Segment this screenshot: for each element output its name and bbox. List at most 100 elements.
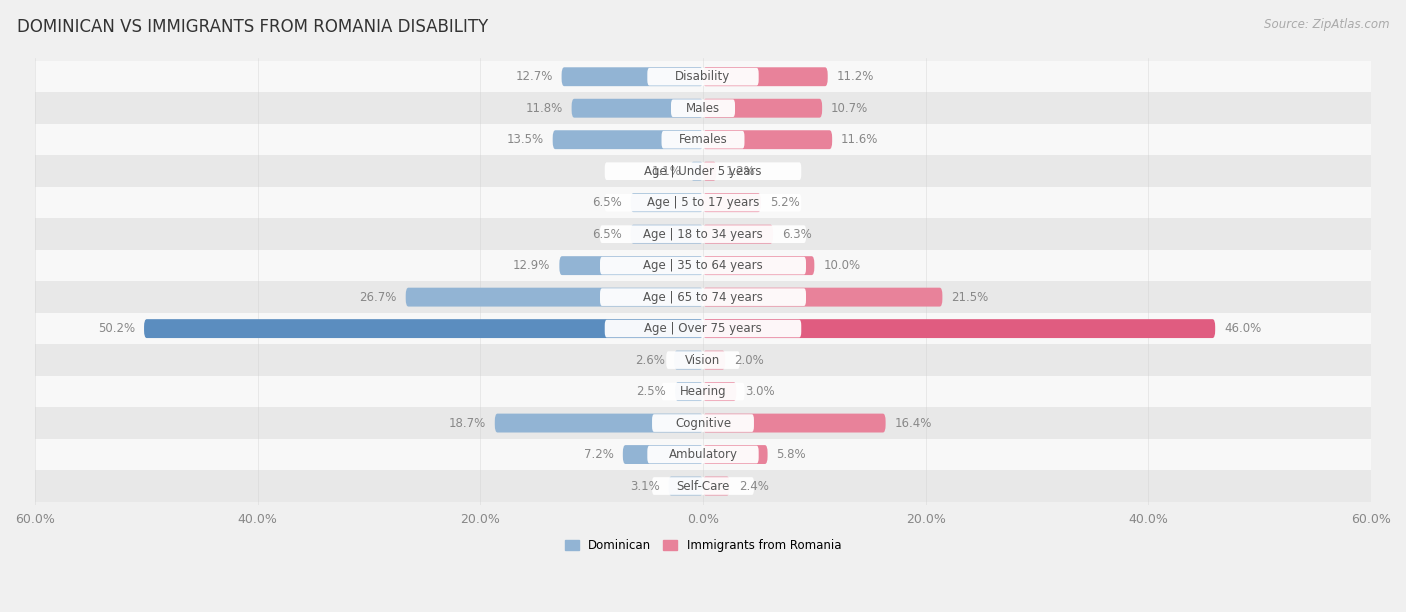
FancyBboxPatch shape xyxy=(703,130,832,149)
Text: 6.5%: 6.5% xyxy=(592,196,621,209)
FancyBboxPatch shape xyxy=(647,446,759,463)
FancyBboxPatch shape xyxy=(703,319,1215,338)
FancyBboxPatch shape xyxy=(143,319,703,338)
FancyBboxPatch shape xyxy=(703,162,717,181)
Bar xyxy=(0,313,1406,345)
Text: 1.2%: 1.2% xyxy=(725,165,755,177)
FancyBboxPatch shape xyxy=(605,320,801,337)
FancyBboxPatch shape xyxy=(673,351,703,370)
FancyBboxPatch shape xyxy=(495,414,703,433)
Bar xyxy=(0,470,1406,502)
Text: 5.8%: 5.8% xyxy=(776,448,806,461)
Text: Disability: Disability xyxy=(675,70,731,83)
FancyBboxPatch shape xyxy=(703,99,823,118)
Bar xyxy=(0,439,1406,470)
FancyBboxPatch shape xyxy=(703,288,942,307)
Text: Ambulatory: Ambulatory xyxy=(668,448,738,461)
Text: 13.5%: 13.5% xyxy=(506,133,544,146)
FancyBboxPatch shape xyxy=(561,67,703,86)
Bar xyxy=(0,250,1406,282)
Text: 2.5%: 2.5% xyxy=(637,385,666,398)
FancyBboxPatch shape xyxy=(605,162,801,180)
FancyBboxPatch shape xyxy=(703,193,761,212)
FancyBboxPatch shape xyxy=(690,162,703,181)
Text: 12.7%: 12.7% xyxy=(516,70,553,83)
Bar xyxy=(0,345,1406,376)
Text: 6.3%: 6.3% xyxy=(782,228,811,241)
Text: Source: ZipAtlas.com: Source: ZipAtlas.com xyxy=(1264,18,1389,31)
FancyBboxPatch shape xyxy=(703,445,768,464)
Text: Females: Females xyxy=(679,133,727,146)
Text: Age | 35 to 64 years: Age | 35 to 64 years xyxy=(643,259,763,272)
Bar xyxy=(0,155,1406,187)
Text: 12.9%: 12.9% xyxy=(513,259,551,272)
Bar xyxy=(0,282,1406,313)
FancyBboxPatch shape xyxy=(600,257,806,274)
Text: 5.2%: 5.2% xyxy=(770,196,800,209)
Text: 50.2%: 50.2% xyxy=(98,322,135,335)
Text: Hearing: Hearing xyxy=(679,385,727,398)
Text: Cognitive: Cognitive xyxy=(675,417,731,430)
Text: 18.7%: 18.7% xyxy=(449,417,486,430)
FancyBboxPatch shape xyxy=(703,67,828,86)
FancyBboxPatch shape xyxy=(703,477,730,496)
Text: 7.2%: 7.2% xyxy=(583,448,614,461)
FancyBboxPatch shape xyxy=(553,130,703,149)
Bar xyxy=(0,376,1406,408)
FancyBboxPatch shape xyxy=(647,68,759,86)
FancyBboxPatch shape xyxy=(662,382,744,400)
FancyBboxPatch shape xyxy=(703,414,886,433)
Text: 1.1%: 1.1% xyxy=(652,165,682,177)
FancyBboxPatch shape xyxy=(406,288,703,307)
Text: Males: Males xyxy=(686,102,720,114)
Text: 3.1%: 3.1% xyxy=(630,480,659,493)
FancyBboxPatch shape xyxy=(703,225,773,244)
Text: 2.4%: 2.4% xyxy=(738,480,769,493)
Bar xyxy=(0,187,1406,218)
Text: 16.4%: 16.4% xyxy=(894,417,932,430)
FancyBboxPatch shape xyxy=(666,351,740,369)
FancyBboxPatch shape xyxy=(600,225,806,243)
Bar xyxy=(0,61,1406,92)
Text: 10.7%: 10.7% xyxy=(831,102,869,114)
Text: Age | 65 to 74 years: Age | 65 to 74 years xyxy=(643,291,763,304)
Text: 46.0%: 46.0% xyxy=(1225,322,1261,335)
Bar xyxy=(0,408,1406,439)
Text: Age | Over 75 years: Age | Over 75 years xyxy=(644,322,762,335)
Text: Vision: Vision xyxy=(685,354,721,367)
FancyBboxPatch shape xyxy=(623,445,703,464)
FancyBboxPatch shape xyxy=(560,256,703,275)
FancyBboxPatch shape xyxy=(662,131,744,149)
FancyBboxPatch shape xyxy=(605,194,801,212)
Text: 21.5%: 21.5% xyxy=(952,291,988,304)
Bar xyxy=(0,124,1406,155)
FancyBboxPatch shape xyxy=(668,477,703,496)
FancyBboxPatch shape xyxy=(631,225,703,244)
FancyBboxPatch shape xyxy=(703,382,737,401)
Text: Age | Under 5 years: Age | Under 5 years xyxy=(644,165,762,177)
Text: 6.5%: 6.5% xyxy=(592,228,621,241)
FancyBboxPatch shape xyxy=(703,256,814,275)
Text: 26.7%: 26.7% xyxy=(360,291,396,304)
Bar xyxy=(0,92,1406,124)
Text: DOMINICAN VS IMMIGRANTS FROM ROMANIA DISABILITY: DOMINICAN VS IMMIGRANTS FROM ROMANIA DIS… xyxy=(17,18,488,36)
FancyBboxPatch shape xyxy=(675,382,703,401)
Text: 11.8%: 11.8% xyxy=(526,102,562,114)
Text: 11.6%: 11.6% xyxy=(841,133,879,146)
FancyBboxPatch shape xyxy=(631,193,703,212)
Text: 2.6%: 2.6% xyxy=(636,354,665,367)
FancyBboxPatch shape xyxy=(671,99,735,117)
FancyBboxPatch shape xyxy=(652,414,754,432)
Text: 11.2%: 11.2% xyxy=(837,70,875,83)
Text: 3.0%: 3.0% xyxy=(745,385,775,398)
Bar xyxy=(0,218,1406,250)
Text: 10.0%: 10.0% xyxy=(824,259,860,272)
FancyBboxPatch shape xyxy=(600,288,806,306)
FancyBboxPatch shape xyxy=(572,99,703,118)
Legend: Dominican, Immigrants from Romania: Dominican, Immigrants from Romania xyxy=(560,535,846,557)
Text: 2.0%: 2.0% xyxy=(734,354,763,367)
FancyBboxPatch shape xyxy=(703,351,725,370)
Text: Age | 5 to 17 years: Age | 5 to 17 years xyxy=(647,196,759,209)
FancyBboxPatch shape xyxy=(652,477,754,495)
Text: Self-Care: Self-Care xyxy=(676,480,730,493)
